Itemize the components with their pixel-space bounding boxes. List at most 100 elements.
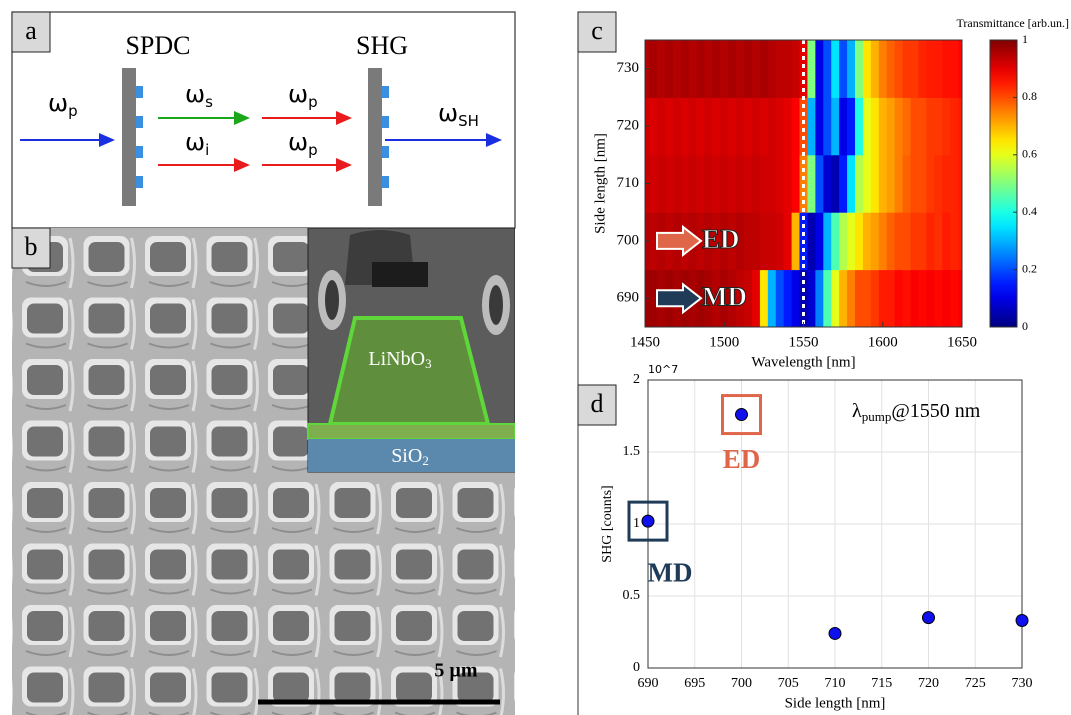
y-tick-label: 1.5 — [623, 444, 641, 459]
y-offset-label: 10^7 — [648, 363, 678, 376]
point — [736, 409, 748, 421]
y-tick-label: 690 — [617, 290, 640, 306]
heatmap-cell — [887, 97, 895, 155]
heatmap-cell — [776, 97, 784, 155]
heatmap-cell — [934, 97, 942, 155]
heatmap-cell — [863, 40, 871, 98]
heatmap-cell — [815, 40, 823, 98]
heatmap-cell — [855, 155, 863, 213]
heatmap-cell — [847, 97, 855, 155]
figure: SPDC SHG LiNbO3 SiO2 5 µm abcd ωpωsωiωpω… — [0, 0, 1071, 715]
heatmap-cell — [681, 155, 689, 213]
heatmap-cell — [673, 40, 681, 98]
heatmap-cell — [839, 155, 847, 213]
substrate-sub: 2 — [422, 453, 429, 468]
heatmap-cell — [712, 40, 720, 98]
x-tick-label: 730 — [1012, 676, 1033, 691]
heatmap-cell — [752, 212, 760, 270]
heatmap-cell — [752, 270, 760, 328]
heatmap-cell — [776, 155, 784, 213]
heatmap-cell — [681, 97, 689, 155]
y-axis-label: Side length [nm] — [592, 133, 608, 234]
heatmap-cell — [831, 270, 839, 328]
heatmap-cell — [704, 97, 712, 155]
heatmap-cell — [823, 212, 831, 270]
x-tick-label: 1550 — [789, 334, 819, 350]
heatmap-cell — [784, 40, 792, 98]
heatmap-cell — [704, 40, 712, 98]
pump-annotation-sub: pump — [862, 409, 892, 424]
heatmap-cell — [815, 155, 823, 213]
heatmap-cell — [855, 270, 863, 328]
heatmap-cell — [950, 212, 958, 270]
y-tick-label: 730 — [617, 60, 640, 76]
heatmap-cell — [673, 155, 681, 213]
beam-label-main: ω — [185, 80, 205, 108]
heatmap-cell — [839, 97, 847, 155]
heatmap-cell — [752, 40, 760, 98]
heatmap-cell — [887, 270, 895, 328]
heatmap-cell — [657, 40, 665, 98]
highlight-label: MD — [648, 557, 693, 587]
heatmap-cell — [689, 155, 697, 213]
heatmap-cell — [776, 40, 784, 98]
heatmap-cell — [934, 40, 942, 98]
annotation-label: ED — [702, 224, 740, 254]
point — [642, 515, 654, 527]
x-tick-label: 1600 — [868, 334, 898, 350]
heatmap-cell — [887, 40, 895, 98]
heatmap-cell — [847, 212, 855, 270]
heatmap-cell — [807, 155, 815, 213]
heatmap-cell — [887, 155, 895, 213]
heatmap-cell — [776, 212, 784, 270]
heatmap-cell — [792, 212, 800, 270]
heatmap-cell — [681, 40, 689, 98]
heatmap-cell — [903, 97, 911, 155]
heatmap-cell — [839, 270, 847, 328]
metasurface-1 — [122, 68, 136, 206]
heatmap-cell — [728, 155, 736, 213]
heatmap-cell — [831, 40, 839, 98]
beam-label-sub: s — [205, 93, 213, 111]
beam-label-sub: i — [205, 141, 209, 159]
substrate-main: SiO — [391, 445, 422, 467]
heatmap-cell — [657, 97, 665, 155]
heatmap-cell — [934, 270, 942, 328]
heatmap-cell — [934, 155, 942, 213]
heatmap-cell — [720, 40, 728, 98]
heatmap-cell — [760, 40, 768, 98]
colorbar-tick-label: 1 — [1022, 32, 1028, 46]
spdc-title: SPDC — [125, 31, 190, 60]
heatmap-cell — [863, 270, 871, 328]
core-label: LiNbO3 — [368, 348, 431, 371]
heatmap-cell — [744, 40, 752, 98]
shg-title: SHG — [356, 31, 408, 60]
colorbar-tick-label: 0 — [1022, 319, 1028, 333]
heatmap-cell — [871, 97, 879, 155]
heatmap-cell — [657, 155, 665, 213]
heatmap-cell — [895, 97, 903, 155]
panel-label: c — [591, 16, 603, 45]
heatmap-cell — [926, 97, 934, 155]
heatmap-cell — [871, 212, 879, 270]
point — [1016, 614, 1028, 626]
y-tick-label: 720 — [617, 118, 640, 134]
heatmap-cell — [728, 97, 736, 155]
heatmap-cell — [910, 155, 918, 213]
heatmap-cell — [792, 270, 800, 328]
beam-label-main: ω — [288, 128, 308, 156]
heatmap-cell — [736, 155, 744, 213]
heatmap-cell — [807, 97, 815, 155]
heatmap-cell — [760, 97, 768, 155]
heatmap-cell — [649, 40, 657, 98]
heatmap-cell — [720, 155, 728, 213]
y-tick-label: 0 — [633, 660, 640, 675]
point — [923, 612, 935, 624]
y-tick-label: 1 — [633, 516, 640, 531]
heatmap-cell — [918, 270, 926, 328]
x-tick-label: 705 — [778, 676, 799, 691]
annotation-label: MD — [702, 282, 747, 312]
heatmap-cell — [942, 155, 950, 213]
y-axis-label: SHG [counts] — [600, 485, 615, 562]
heatmap-cell — [863, 155, 871, 213]
